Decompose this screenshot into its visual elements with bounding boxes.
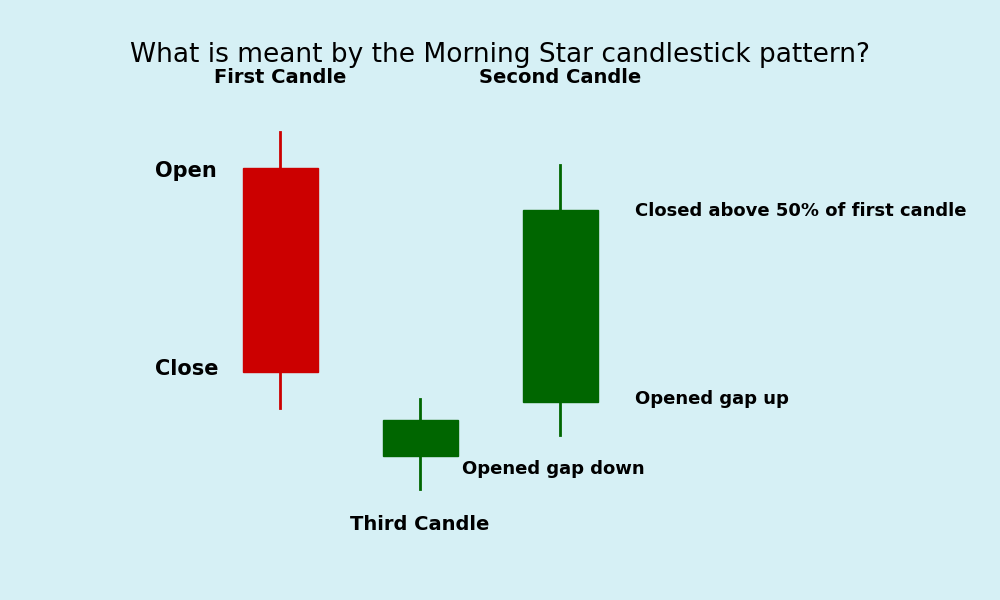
Text: Closed above 50% of first candle: Closed above 50% of first candle (635, 202, 966, 220)
Bar (523, 210, 598, 402)
Bar (382, 420, 458, 456)
Text: Opened gap up: Opened gap up (635, 390, 789, 408)
Text: Open: Open (155, 161, 217, 181)
Text: Close: Close (155, 359, 218, 379)
Text: Opened gap down: Opened gap down (462, 460, 645, 478)
Text: What is meant by the Morning Star candlestick pattern?: What is meant by the Morning Star candle… (130, 42, 870, 68)
Bar (243, 168, 318, 372)
Text: First Candle: First Candle (214, 68, 346, 87)
Text: Second Candle: Second Candle (479, 68, 641, 87)
Text: Third Candle: Third Candle (350, 515, 490, 534)
